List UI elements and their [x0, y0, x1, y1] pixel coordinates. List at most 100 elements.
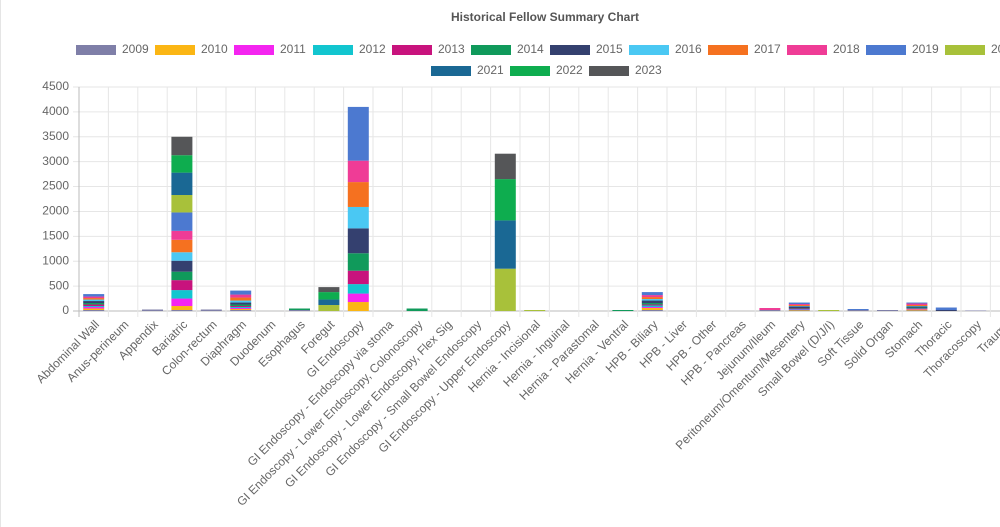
- y-tick-label: 0: [62, 303, 69, 317]
- bar-segment: [171, 310, 193, 311]
- legend-label[interactable]: 2015: [596, 42, 623, 56]
- bar-segment: [347, 182, 369, 207]
- bar-segment: [641, 308, 663, 311]
- legend-label[interactable]: 2017: [754, 42, 781, 56]
- bar-segment: [318, 287, 340, 293]
- bar-segment: [906, 303, 928, 306]
- bar-segment: [200, 309, 222, 311]
- legend-swatch[interactable]: [787, 45, 827, 55]
- y-tick-label: 4500: [42, 79, 69, 93]
- bar-segment: [83, 301, 105, 304]
- legend-label[interactable]: 2012: [359, 42, 386, 56]
- bar-segment: [230, 309, 252, 311]
- bar-segment: [494, 268, 516, 311]
- bar-segment: [347, 284, 369, 294]
- bar-segment: [230, 306, 252, 308]
- legend-swatch[interactable]: [708, 45, 748, 55]
- legend-swatch[interactable]: [589, 66, 629, 76]
- bar-segment: [83, 296, 105, 299]
- bar-segment: [318, 305, 340, 311]
- bar-segment: [641, 304, 663, 306]
- bar-segment: [347, 228, 369, 254]
- bar-segment: [171, 306, 193, 311]
- bar-segment: [788, 302, 810, 305]
- bar-segment: [83, 299, 105, 302]
- bar-segment: [171, 239, 193, 253]
- bar-segment: [906, 309, 928, 311]
- bar-segment: [347, 293, 369, 303]
- legend-label[interactable]: 2019: [912, 42, 939, 56]
- bar-segment: [494, 179, 516, 221]
- bar-segment: [83, 294, 105, 297]
- bar-segment: [759, 310, 781, 311]
- bar-segment: [847, 310, 869, 311]
- bar-segment: [847, 309, 869, 311]
- bar-segment: [524, 310, 546, 311]
- bar-segment: [142, 309, 163, 311]
- bar-segment: [612, 310, 634, 311]
- bar-segment: [230, 302, 252, 305]
- legend-swatch[interactable]: [471, 45, 511, 55]
- bar-segment: [935, 310, 957, 311]
- bar-segment: [83, 303, 105, 305]
- legend-swatch[interactable]: [629, 45, 669, 55]
- legend-swatch[interactable]: [866, 45, 906, 55]
- legend-label[interactable]: 2018: [833, 42, 860, 56]
- legend-label[interactable]: 2011: [280, 42, 306, 56]
- legend-swatch[interactable]: [392, 45, 432, 55]
- bar-segment: [641, 303, 663, 305]
- bar-segment: [406, 308, 428, 311]
- y-tick-label: 2500: [42, 179, 69, 193]
- bar-segment: [230, 308, 252, 310]
- bar-segment: [494, 220, 516, 269]
- bar-segment: [906, 306, 928, 308]
- bar-segment: [759, 308, 781, 311]
- y-tick-label: 500: [49, 278, 69, 292]
- legend-label[interactable]: 2020: [991, 42, 1000, 56]
- bar-segment: [171, 172, 193, 196]
- y-tick-label: 1000: [42, 253, 69, 267]
- bar-segment: [83, 308, 105, 311]
- legend-label[interactable]: 2009: [122, 42, 149, 56]
- bar-segment: [318, 292, 340, 300]
- legend-swatch[interactable]: [945, 45, 985, 55]
- bar-segment: [230, 304, 252, 307]
- legend-swatch[interactable]: [550, 45, 590, 55]
- bar-segment: [347, 160, 369, 183]
- bar-segment: [83, 310, 105, 311]
- bar-segment: [641, 307, 663, 309]
- bar-segment: [347, 270, 369, 285]
- bar-segment: [171, 195, 193, 213]
- bar-segment: [788, 304, 810, 306]
- bar-segment: [230, 300, 252, 303]
- bar-segment: [230, 290, 252, 295]
- legend-label[interactable]: 2022: [556, 63, 583, 77]
- legend-swatch[interactable]: [234, 45, 274, 55]
- legend-swatch[interactable]: [510, 66, 550, 76]
- bar-segment: [171, 212, 193, 231]
- bar-segment: [641, 305, 663, 308]
- bar-segment: [788, 306, 810, 309]
- bar-segment: [230, 297, 252, 301]
- bar-segment: [83, 298, 105, 300]
- bar-segment: [935, 307, 957, 311]
- legend-label[interactable]: 2014: [517, 42, 544, 56]
- legend-swatch[interactable]: [76, 45, 116, 55]
- bar-segment: [171, 290, 193, 299]
- legend-label[interactable]: 2021: [477, 63, 504, 77]
- bar-segment: [289, 310, 310, 311]
- legend-label[interactable]: 2013: [438, 42, 465, 56]
- legend-label[interactable]: 2010: [201, 42, 228, 56]
- legend-swatch[interactable]: [155, 45, 195, 55]
- y-tick-label: 3000: [42, 154, 69, 168]
- bar-segment: [83, 307, 105, 309]
- legend-label[interactable]: 2023: [635, 63, 662, 77]
- bar-segment: [171, 280, 193, 291]
- bar-segment: [641, 297, 663, 300]
- legend-swatch[interactable]: [431, 66, 471, 76]
- legend-swatch[interactable]: [313, 45, 353, 55]
- legend-label[interactable]: 2016: [675, 42, 702, 56]
- bar-segment: [641, 295, 663, 298]
- bar-segment: [230, 294, 252, 298]
